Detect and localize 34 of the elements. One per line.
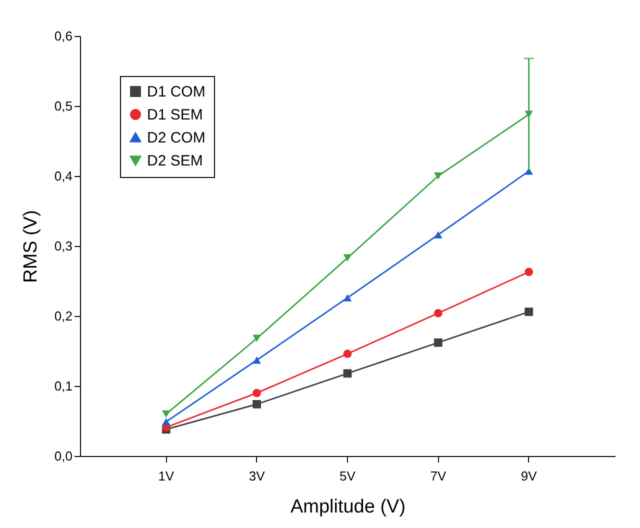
point <box>252 334 262 342</box>
x-tick-label: 3V <box>248 468 266 484</box>
point <box>434 231 442 238</box>
point <box>162 410 170 418</box>
point <box>343 369 352 378</box>
y-tick-label: 0,4 <box>54 168 72 184</box>
point <box>252 388 262 398</box>
point <box>434 172 442 180</box>
point <box>162 418 170 426</box>
point <box>252 400 262 408</box>
x-tick-label: 1V <box>158 468 174 484</box>
point <box>252 356 262 364</box>
point <box>524 308 534 316</box>
x-tick-label: 7V <box>430 468 446 484</box>
x-axis-title: Amplitude (V) <box>290 496 406 518</box>
point <box>343 350 352 358</box>
y-tick-label: 0,0 <box>54 448 72 464</box>
x-tick-label: 5V <box>340 468 356 484</box>
y-tick-label: 0,6 <box>54 28 72 44</box>
x-tick-label: 9V <box>520 468 538 484</box>
legend-label: D2 SEM <box>147 152 203 170</box>
point <box>343 254 352 262</box>
point <box>343 294 352 302</box>
point <box>524 268 534 276</box>
legend-label: D2 COM <box>147 130 206 146</box>
y-axis-title: RMS (V) <box>20 210 42 283</box>
point <box>434 338 442 347</box>
y-tick-label: 0,5 <box>54 98 72 114</box>
legend-label: D1 COM <box>147 84 206 100</box>
y-tick-label: 0,1 <box>54 378 72 394</box>
y-tick-label: 0,2 <box>54 308 72 324</box>
y-tick-label: 0,3 <box>54 238 72 254</box>
legend-label: D1 SEM <box>147 106 203 124</box>
point <box>434 309 442 318</box>
